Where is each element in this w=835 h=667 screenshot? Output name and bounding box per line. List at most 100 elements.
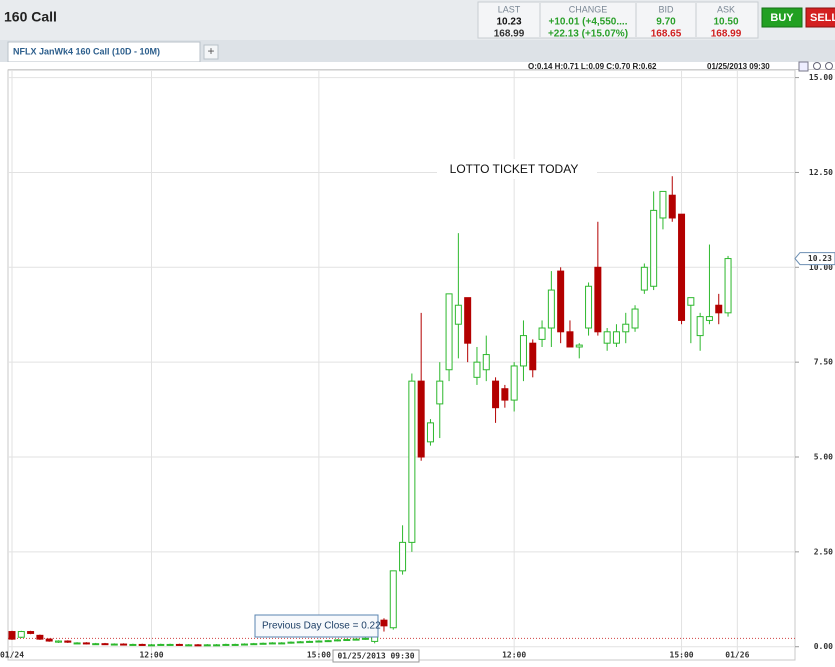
add-tab-label[interactable]: + [207,44,214,58]
quote-value: 168.99 [494,29,525,40]
candle-body [268,642,276,645]
candle-body [454,304,462,325]
candle-body [668,194,676,219]
candle-body [603,331,611,344]
candle-body [557,270,565,333]
x-tick-label: 15:00 [307,651,331,660]
candle-body [101,643,109,646]
candle-body [715,304,723,314]
x-tick-label: 01/26 [725,651,749,660]
annotation-bg [437,159,597,179]
candle-body [640,266,648,291]
candle-body [705,316,713,321]
candle-body [464,297,472,344]
candle-body [296,641,304,644]
candle-body [175,643,183,646]
candle-body [185,644,193,647]
candle-body [622,323,630,333]
buy-label[interactable]: BUY [770,12,794,24]
candle-body [73,642,81,645]
candle-body [389,570,397,629]
quote-label: LAST [498,4,521,14]
candle-body [650,209,658,287]
ohlc-info: O:0.14 H:0.71 L:0.09 C:0.70 R:0.62 [528,62,657,71]
x-tick-label: 15:00 [670,651,694,660]
y-tick-label: 2.50 [814,547,833,556]
candle-body [92,643,100,646]
quote-value: +22.13 (+15.07%) [548,29,628,40]
candle-body [361,637,369,640]
candle-body [678,213,686,321]
time-label: 01/25/2013 09:30 [337,652,414,661]
candle-body [278,642,286,645]
candle-body [659,190,667,219]
buy-button[interactable] [761,7,803,28]
add-tab[interactable] [203,44,219,60]
candle-body [343,639,351,642]
candle-body [510,365,518,401]
candle-body [352,638,360,641]
candle-body [492,380,500,409]
candle-body [222,643,230,646]
candle-body [240,643,248,646]
tab-title[interactable]: NFLX JanWk4 160 Call (10D - 10M) [13,46,160,56]
sell-label[interactable]: SELL [810,12,835,24]
candle-body [408,380,416,543]
candle-body [696,316,704,337]
candle-body [566,331,574,348]
candle-body [315,640,323,643]
candle-body [250,643,258,646]
last-price-box [794,252,835,266]
plot-area [7,69,796,661]
candle-body [64,640,72,643]
candle-body [594,266,602,333]
candle-body [166,643,174,646]
candle-body [259,642,267,645]
candle-body [194,644,202,647]
candle-body [529,342,537,371]
y-tick-label: 10.00 [809,263,833,272]
zoom-out[interactable] [825,62,833,70]
prev-close-box [254,614,379,638]
candle-body [333,639,341,642]
candle-body [147,644,155,647]
candle-body [45,638,53,642]
candle-body [8,631,16,640]
candle-body [213,644,221,647]
quote-value: 10.50 [713,17,738,28]
candle-body [110,643,118,646]
y-tick-label: 0.00 [814,642,833,651]
candle-body [519,335,527,367]
candle-body [436,380,444,405]
candle-body [426,422,434,443]
candle-body [417,380,425,458]
quote-label: BID [658,4,674,14]
quote-label: ASK [717,4,735,14]
last-price-label: 10.23 [808,254,832,263]
candle-body [538,327,546,340]
candle-body [138,643,146,646]
candle-body [120,643,128,646]
candle-body [473,361,481,378]
candle-body [54,640,62,643]
instrument-title: 160 Call [4,9,57,25]
candle-body [724,258,732,314]
candle-body [27,631,35,634]
candle-body [17,631,25,638]
icon[interactable] [798,61,809,72]
candle-body [631,308,639,329]
sell-button[interactable] [805,7,835,28]
quote-value: 9.70 [656,17,676,28]
candle-body [203,644,211,647]
quote-label: CHANGE [569,4,608,14]
zoom-in[interactable] [813,62,821,70]
quote-value: +10.01 (+4,550.... [549,17,628,28]
info-time: 01/25/2013 09:30 [707,62,770,71]
candle-body [306,640,314,643]
candle-body [585,285,593,329]
quote-panel [477,1,759,39]
x-tick-label: 12:00 [139,651,163,660]
candle-body [231,643,239,646]
